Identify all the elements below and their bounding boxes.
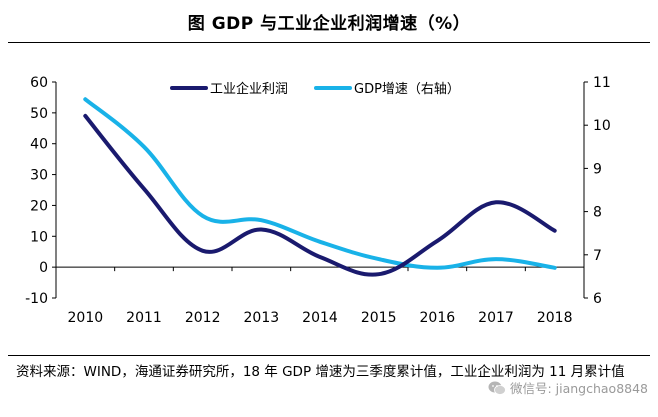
x-tick-label: 2016	[420, 310, 456, 326]
y-left-tick-label: 10	[30, 229, 48, 245]
chart-legend: 工业企业利润 GDP增速（右轴）	[170, 81, 460, 97]
x-tick-label: 2011	[126, 310, 162, 326]
x-tick-label: 2014	[302, 310, 338, 326]
watermark: 微信号: jiangchao8848	[488, 378, 648, 397]
x-tick-label: 2017	[478, 310, 514, 326]
source-divider	[8, 355, 650, 356]
y-right-tick-label: 6	[593, 291, 602, 307]
source-note: 资料来源：WIND，海通证券研究所，18 年 GDP 增速为三季度累计值，工业企…	[16, 364, 625, 380]
y-left-tick-label: 30	[30, 168, 48, 184]
x-tick-label: 2012	[185, 310, 221, 326]
y-left-tick-label: 60	[30, 75, 48, 91]
x-tick-label: 2015	[361, 310, 397, 326]
legend-item-gdp-label: GDP增速（右轴）	[354, 82, 460, 97]
x-tick-label: 2010	[68, 310, 104, 326]
y-right-tick-label: 8	[593, 205, 602, 221]
y-left-tick-label: -10	[25, 291, 48, 307]
watermark-text: 微信号: jiangchao8848	[509, 381, 648, 396]
x-tick-label: 2013	[244, 310, 280, 326]
y-right-tick-label: 10	[593, 118, 611, 134]
y-right-tick-label: 11	[593, 75, 611, 91]
y-right-tick-label: 7	[593, 248, 602, 264]
series-line-profit	[83, 113, 557, 277]
chart-title: 图 GDP 与工业企业利润增速（%）	[187, 14, 471, 34]
y-left-tick-label: 20	[30, 198, 48, 214]
y-left-tick-label: 40	[30, 137, 48, 153]
chart-axes: -10 0 10 20 30 40 50 60 6 7 8 9 10 11 2010 2011 2012 2013…	[25, 75, 611, 326]
y-left-tick-label: 0	[39, 260, 48, 276]
wechat-icon	[488, 381, 506, 395]
chart-area: -10 0 10 20 30 40 50 60 6 7 8 9 10 11 2010 2011 2012 2013…	[25, 75, 611, 326]
title-divider	[8, 42, 650, 43]
series-line-gdp	[83, 97, 557, 270]
x-tick-label: 2018	[537, 310, 573, 326]
y-right-tick-label: 9	[593, 161, 602, 177]
chart-series	[83, 97, 557, 277]
legend-item-profit-label: 工业企业利润	[210, 81, 288, 97]
y-left-tick-label: 50	[30, 106, 48, 122]
